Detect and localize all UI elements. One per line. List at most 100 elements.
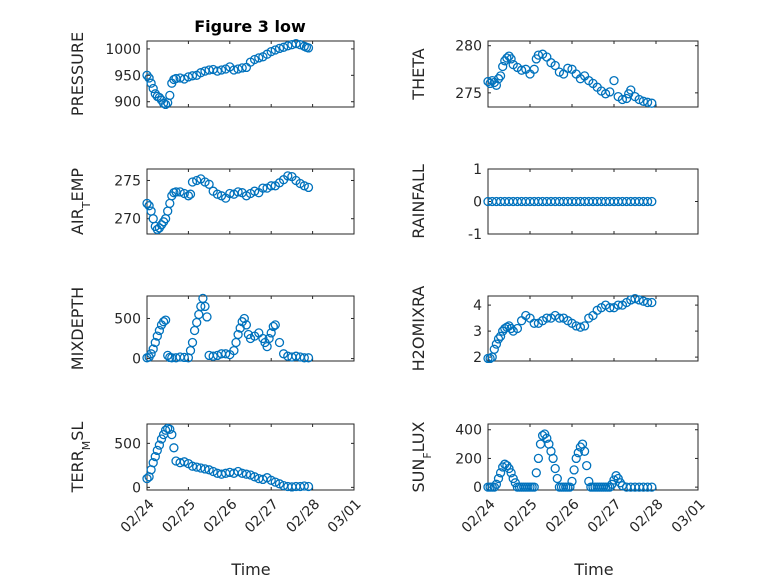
- air-temp-data-point: [266, 181, 276, 191]
- sun-flux-data-point: [533, 453, 544, 464]
- h2omixra-data-point: [495, 331, 506, 341]
- h2omixra-data-point: [613, 300, 623, 310]
- pressure-data-point: [274, 43, 285, 54]
- sun-flux-data-point: [489, 482, 499, 492]
- sun-flux-data-point: [579, 446, 590, 456]
- pressure-data-point: [270, 45, 280, 55]
- air-temp-data-point: [299, 181, 309, 191]
- sun-flux-y-tick-label: 400: [455, 423, 482, 439]
- air-temp-data-point: [142, 198, 152, 209]
- terr-msl-data-point: [204, 465, 214, 475]
- air-temp-data-point: [187, 177, 198, 187]
- sun-flux-data-point: [548, 453, 558, 464]
- theta-data-point: [638, 96, 649, 106]
- mixdepth-data-point: [299, 353, 309, 363]
- theta-data-point: [600, 89, 611, 99]
- x-axis-label-left: Time: [230, 560, 270, 579]
- pressure-data-point: [160, 99, 171, 110]
- terr-msl-data-point: [154, 440, 165, 450]
- theta-data-point: [550, 60, 560, 71]
- mixdepth-data-point: [208, 351, 218, 361]
- sun-flux-data-point: [540, 429, 550, 439]
- pressure-y-tick-label: 900: [114, 95, 141, 111]
- mixdepth-data-point: [187, 337, 198, 348]
- terr-msl-data-point: [169, 443, 179, 453]
- mixdepth-data-point: [239, 313, 249, 324]
- mixdepth-data-point: [154, 325, 165, 336]
- theta-data-point: [647, 98, 657, 108]
- theta-data-point: [609, 75, 619, 86]
- h2omixra-data-point: [579, 321, 590, 331]
- h2omixra-data-point: [642, 297, 653, 308]
- sun-flux-x-tick-label: 02/24: [459, 496, 499, 536]
- h2omixra-data-point: [506, 323, 516, 334]
- theta-data-point: [617, 94, 628, 105]
- terr-msl-data-point: [192, 462, 202, 472]
- terr-msl-data-point: [179, 457, 189, 467]
- sun-flux-data-point: [642, 482, 653, 492]
- terr-msl-data-point: [167, 429, 177, 440]
- sun-flux-data-point: [495, 468, 506, 478]
- mixdepth-data-point: [152, 331, 162, 341]
- mixdepth-data-point: [270, 320, 280, 330]
- sun-flux-data-point: [565, 482, 575, 492]
- h2omixra-data-point: [489, 344, 499, 354]
- pressure-data-point: [295, 40, 305, 50]
- mixdepth-data-point: [266, 328, 276, 338]
- sun-flux-data-point: [506, 468, 516, 478]
- pressure-data-point: [283, 41, 293, 51]
- mixdepth-data-point: [268, 321, 278, 332]
- terr-msl-data-point: [160, 425, 171, 435]
- terr-msl-x-tick-label: 02/24: [118, 496, 158, 536]
- sun-flux-data-point: [567, 476, 577, 487]
- sun-flux-data-point: [571, 453, 581, 464]
- air-temp-data-point: [175, 187, 185, 197]
- pressure-data-point: [254, 53, 264, 63]
- air-temp-data-point: [283, 171, 293, 181]
- mixdepth-y-axis-label: MIXDEPTH: [68, 287, 87, 370]
- pressure-data-point: [303, 43, 314, 53]
- pressure-subplot: 900 950 1000 PRESSURE: [68, 32, 355, 116]
- rainfall-y-axis-label: RAINFALL: [409, 164, 428, 239]
- pressure-y-tick-label: 1000: [105, 42, 141, 58]
- mixdepth-data-point: [264, 333, 274, 344]
- mixdepth-data-point: [303, 353, 314, 363]
- air-temp-y-tick-label: 275: [114, 173, 141, 189]
- terr-msl-data-point: [266, 475, 276, 485]
- terr-msl-x-tick-label: 03/01: [325, 496, 365, 536]
- sun-flux-subplot: 02/24 02/25 02/26 02/27 02/28 03/01 0 200 400 SUN…: [409, 421, 709, 536]
- mixdepth-axes-border: [146, 295, 355, 362]
- terr-msl-data-point: [200, 464, 210, 474]
- h2omixra-data-point: [634, 295, 644, 305]
- pressure-data-point: [196, 68, 206, 78]
- air-temp-data-point: [233, 187, 243, 197]
- sun-flux-data-point: [613, 473, 623, 484]
- h2omixra-subplot: 2 3 4 H2OMIXRA: [409, 286, 699, 372]
- pressure-data-point: [187, 71, 198, 81]
- pressure-y-axis-label: PRESSURE: [68, 32, 87, 116]
- terr-msl-data-point: [148, 458, 158, 468]
- terr-msl-x-tick-label: 02/27: [242, 496, 282, 536]
- terr-msl-data-point: [274, 479, 285, 489]
- h2omixra-y-tick-label: 4: [473, 298, 482, 314]
- air-temp-data-point: [144, 201, 154, 211]
- mixdepth-data-point: [200, 301, 210, 312]
- terr-msl-data-point: [187, 461, 198, 471]
- theta-data-point: [493, 74, 504, 84]
- h2omixra-y-axis-label: H2OMIXRA: [409, 286, 428, 372]
- terr-msl-data-point: [245, 470, 256, 480]
- theta-data-point: [502, 53, 512, 63]
- sun-flux-data-point: [647, 482, 657, 492]
- air-temp-data-point: [258, 183, 268, 193]
- theta-data-point: [642, 97, 653, 107]
- terr-msl-data-point: [241, 469, 252, 479]
- mixdepth-data-point: [202, 312, 212, 322]
- terr-msl-y-tick-label: 500: [114, 436, 141, 452]
- sun-flux-y-tick-label: 200: [455, 451, 482, 467]
- sun-flux-x-tick-label: 02/27: [585, 496, 625, 536]
- sun-flux-data-point: [605, 482, 615, 492]
- pressure-data-point: [212, 66, 223, 76]
- terr-msl-data-point: [249, 472, 260, 482]
- theta-data-point: [516, 65, 527, 75]
- pressure-y-tick-label: 950: [114, 68, 141, 84]
